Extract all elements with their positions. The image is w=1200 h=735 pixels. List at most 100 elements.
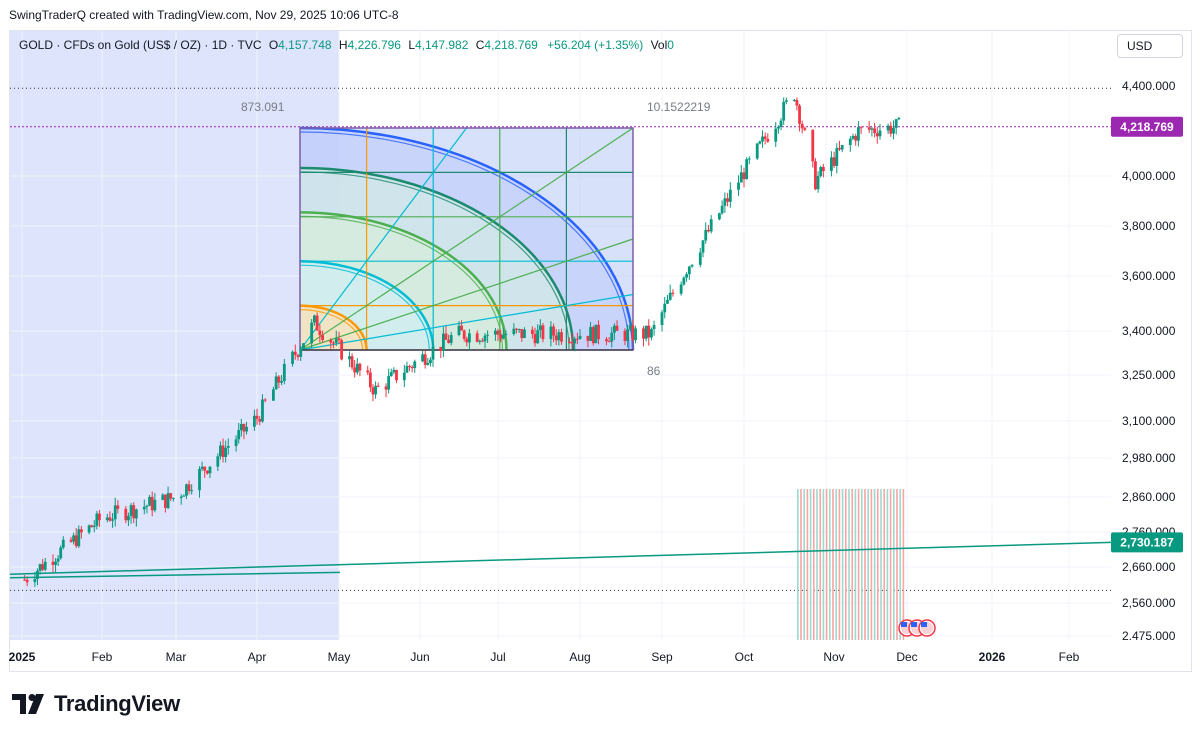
candle-body xyxy=(447,339,450,343)
candle-body xyxy=(573,338,577,344)
candle-body xyxy=(302,343,305,350)
candle-body xyxy=(687,266,691,275)
forecast-bar xyxy=(816,489,818,640)
candle-body xyxy=(821,167,825,171)
candle-body xyxy=(252,415,256,427)
candle-body xyxy=(568,341,571,343)
forecast-bar xyxy=(851,489,853,640)
trend-line[interactable] xyxy=(9,541,1112,575)
candle-body xyxy=(894,119,898,128)
candle-body xyxy=(457,325,461,335)
candle-body xyxy=(483,335,487,342)
candle-body xyxy=(538,325,542,331)
economic-event-flag-canton xyxy=(911,622,917,627)
candle-body xyxy=(402,372,406,381)
gann-box[interactable] xyxy=(299,126,635,351)
price-axis-label: 3,100.000 xyxy=(1122,414,1176,428)
candle-body xyxy=(642,328,645,339)
candle-body xyxy=(179,496,183,498)
candle-body xyxy=(755,143,759,159)
time-axis-label: Feb xyxy=(92,650,113,664)
candle-body xyxy=(830,157,833,171)
candle-body xyxy=(185,484,188,496)
candle-body xyxy=(644,325,648,339)
trend-line-lower[interactable] xyxy=(9,571,341,579)
forecast-bar xyxy=(883,489,885,640)
candle-body xyxy=(77,529,81,547)
candle-body xyxy=(332,342,335,344)
candle-body xyxy=(408,366,411,367)
time-axis-label: Jul xyxy=(490,650,505,664)
candle-body xyxy=(25,579,29,583)
price-axis-label: 4,000.000 xyxy=(1122,169,1176,183)
gann-arc-inner xyxy=(299,171,570,351)
volume-label: Vol xyxy=(650,38,668,52)
candle-body xyxy=(368,372,372,388)
price-axis-label: 3,800.000 xyxy=(1122,219,1176,233)
candle-body xyxy=(38,564,42,571)
candle-body xyxy=(350,356,354,368)
forecast-bar xyxy=(873,489,876,640)
price-axis-label: 2,660.000 xyxy=(1122,560,1176,574)
forecast-bar xyxy=(819,489,821,640)
candle-body xyxy=(358,363,362,371)
price-axis-label: 4,400.000 xyxy=(1122,79,1176,93)
candle-body xyxy=(41,564,45,570)
currency-button[interactable]: USD xyxy=(1117,34,1183,58)
candle-body xyxy=(132,505,136,519)
high-value: 4,226.796 xyxy=(347,38,401,52)
candle-body xyxy=(208,466,212,474)
candle-body xyxy=(274,376,278,390)
candle-body xyxy=(478,340,482,342)
candle-body xyxy=(203,466,207,471)
candle-body xyxy=(650,329,653,338)
candle-body xyxy=(272,389,275,401)
candle-body xyxy=(142,506,146,510)
tradingview-footer[interactable]: TradingView xyxy=(12,690,180,718)
time-axis-label: Dec xyxy=(896,650,917,664)
price-axis-label: 2,860.000 xyxy=(1122,490,1176,504)
volume-value: 0 xyxy=(667,38,674,52)
candle-body xyxy=(481,340,484,342)
candle-body xyxy=(69,539,73,542)
time-axis-label: Feb xyxy=(1059,650,1080,664)
candle-body xyxy=(334,338,338,343)
candle-body xyxy=(423,354,427,365)
candle-body xyxy=(148,496,151,506)
chart-frame[interactable] xyxy=(9,30,1192,672)
candle-body xyxy=(494,330,497,335)
time-axis-label: Jun xyxy=(410,650,429,664)
candle-body xyxy=(124,508,128,521)
price-axis-tag-label: 4,218.769 xyxy=(1120,120,1174,134)
candle-body xyxy=(23,579,26,581)
candle-body xyxy=(371,387,375,395)
candle-body xyxy=(164,494,167,508)
change-value: +56.204 (+1.35%) xyxy=(547,38,644,52)
candle-body xyxy=(187,484,191,491)
candle-body xyxy=(739,172,743,183)
forecast-bar xyxy=(832,489,834,640)
candle-body xyxy=(859,127,863,129)
candle-body xyxy=(728,189,732,202)
candle-body xyxy=(660,312,664,325)
candle-body xyxy=(169,493,173,499)
forecast-bar xyxy=(854,489,857,640)
forecast-bar xyxy=(899,489,901,640)
candle-body xyxy=(90,525,94,528)
forecast-bar xyxy=(835,489,837,640)
forecast-bar xyxy=(848,489,850,640)
forecast-bar xyxy=(825,489,828,640)
candle-body xyxy=(763,136,767,139)
candle-body xyxy=(410,367,414,369)
candle-body xyxy=(597,324,600,340)
candle-body xyxy=(671,292,675,294)
candle-body xyxy=(536,330,540,344)
candle-body xyxy=(832,157,836,166)
candle-body xyxy=(784,100,788,102)
forecast-bar xyxy=(896,489,898,640)
symbol-name[interactable]: GOLD · CFDs on Gold (US$ / OZ) · 1D · TV… xyxy=(19,38,262,52)
candle-body xyxy=(337,338,341,341)
candle-body xyxy=(318,330,322,336)
chart-credit: SwingTraderQ created with TradingView.co… xyxy=(9,8,399,22)
